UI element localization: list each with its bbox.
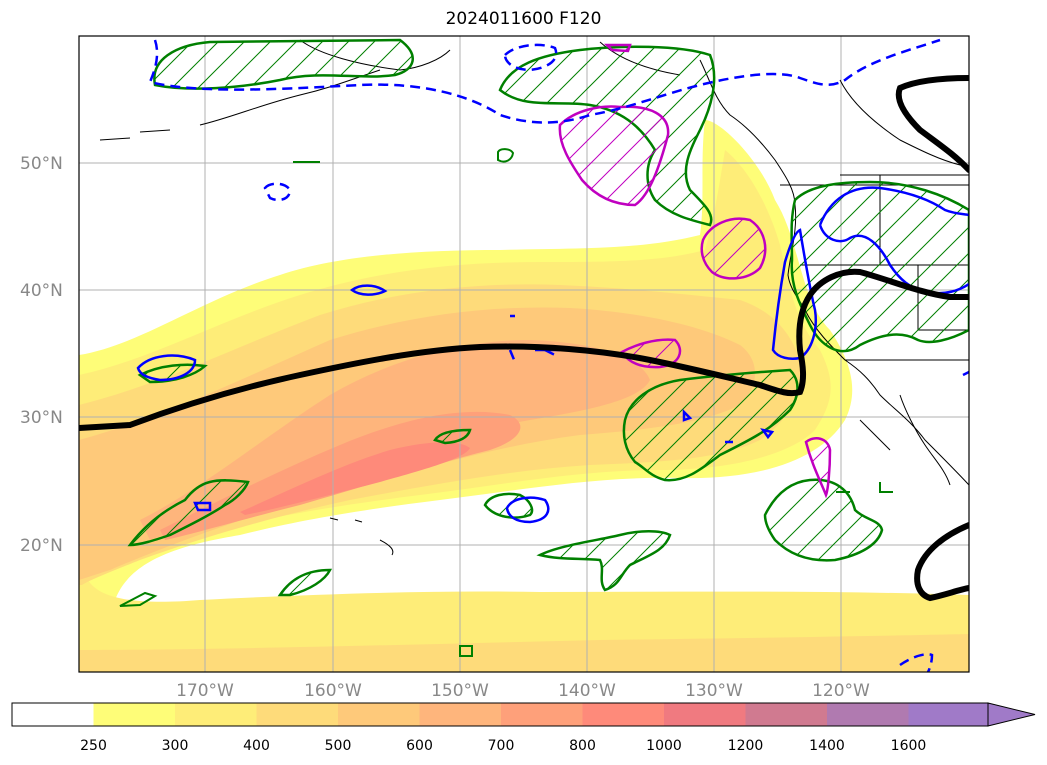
colorbar-tick-label: 300: [162, 738, 189, 754]
lat-label-40n: 40°N: [20, 281, 63, 301]
magenta-hatched-regions: [558, 43, 832, 499]
colorbar-swatch: [582, 703, 664, 726]
map-frame: [78, 35, 970, 673]
colorbar-swatch: [501, 703, 583, 726]
colorbar-tick-label: 1400: [809, 738, 845, 754]
lon-label-140w: 140°W: [558, 681, 616, 701]
colorbar-tick-label: 250: [80, 738, 107, 754]
colorbar-swatch: [93, 703, 175, 726]
colorbar-tick-label: 800: [569, 738, 596, 754]
lat-label-20n: 20°N: [20, 536, 63, 556]
green-small-contours: [119, 148, 893, 657]
colorbar-tick-label: 1200: [728, 738, 764, 754]
lon-label-130w: 130°W: [685, 681, 743, 701]
lon-label-120w: 120°W: [812, 681, 870, 701]
colorbar-swatch: [256, 703, 338, 726]
jet-axis-lines: [79, 75, 969, 602]
ivt-band-800: [240, 442, 470, 515]
colorbar-tick-label: 400: [243, 738, 270, 754]
map-title: 2024011600 F120: [445, 9, 602, 29]
latitude-axis-labels: 50°N 40°N 30°N 20°N: [20, 154, 63, 556]
colorbar-extend-arrow: [987, 702, 1036, 727]
colorbar-tick-label: 1000: [646, 738, 682, 754]
blue-dashed-contours: [148, 38, 941, 672]
colorbar-tick-label: 600: [406, 738, 433, 754]
colorbar-swatch: [12, 703, 94, 726]
lat-label-30n: 30°N: [20, 408, 63, 428]
colorbar-swatch: [419, 703, 501, 726]
colorbar-swatch: [745, 703, 827, 726]
lon-label-160w: 160°W: [304, 681, 362, 701]
colorbar-swatches: [12, 703, 990, 726]
colorbar-tick-label: 700: [488, 738, 515, 754]
lon-label-170w: 170°W: [176, 681, 234, 701]
colorbar-tick-labels: 250 300 400 500 600 700 800 1000 1200 1400 1600: [80, 738, 926, 754]
colorbar-swatch: [827, 703, 909, 726]
map-panel: [79, 36, 969, 672]
longitude-axis-labels: 170°W 160°W 150°W 140°W 130°W 120°W: [176, 681, 870, 701]
colorbar: 250 300 400 500 600 700 800 1000 1200 1400 1600: [11, 702, 1036, 754]
colorbar-swatch: [664, 703, 746, 726]
colorbar-swatch: [908, 703, 990, 726]
lat-label-50n: 50°N: [20, 154, 63, 174]
colorbar-tick-label: 500: [325, 738, 352, 754]
colorbar-swatch: [175, 703, 257, 726]
colorbar-frame: [11, 702, 989, 727]
lon-label-150w: 150°W: [431, 681, 489, 701]
colorbar-swatch: [338, 703, 420, 726]
colorbar-tick-label: 1600: [891, 738, 927, 754]
